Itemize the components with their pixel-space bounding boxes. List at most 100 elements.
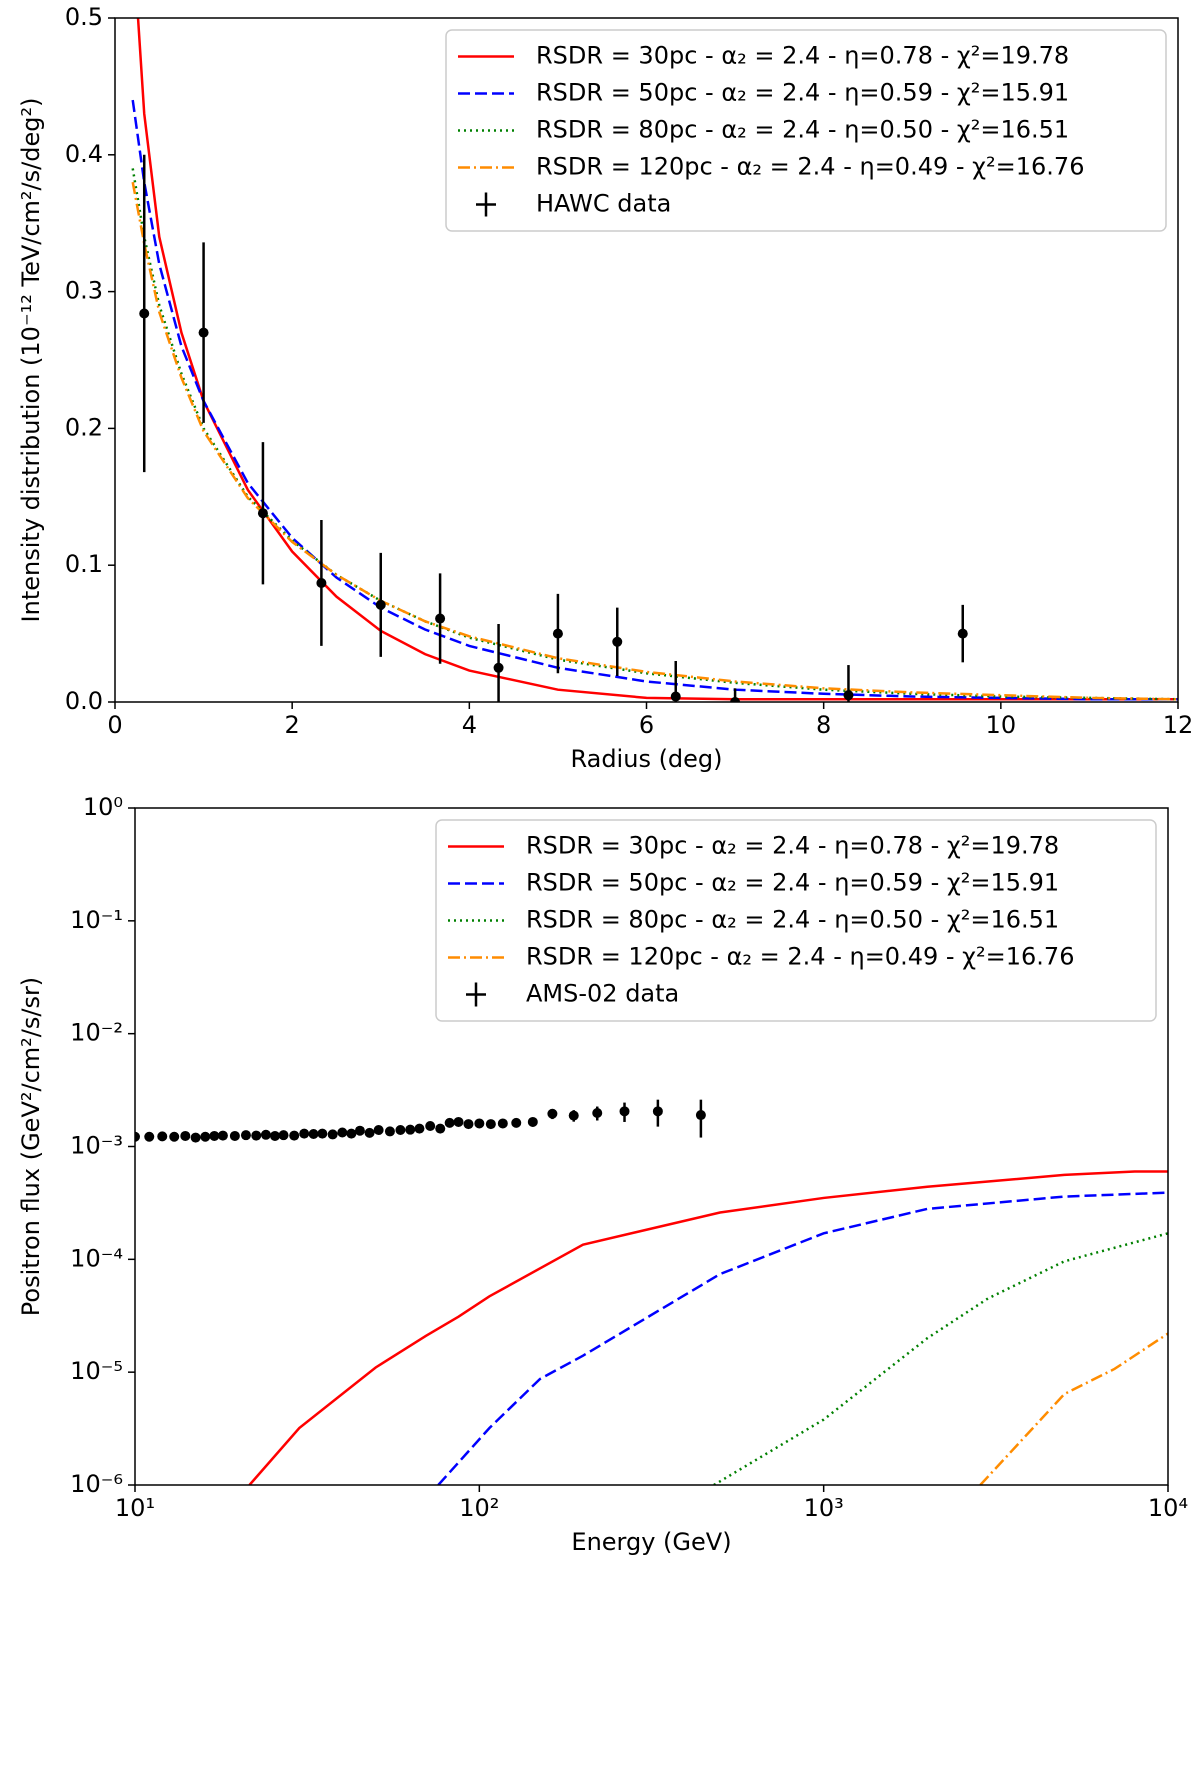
x-tick-label: 8 [816,711,831,739]
data-point [316,577,327,588]
y-tick-label: 10⁻³ [70,1132,123,1160]
data-point [463,1119,474,1130]
data-point [612,636,623,647]
y-tick-label: 10⁻⁶ [70,1470,123,1498]
data-point [730,697,741,702]
legend-label: RSDR = 80pc - α₂ = 2.4 - η=0.50 - χ²=16.… [526,906,1059,934]
data-point [375,599,386,610]
x-axis-label: Radius (deg) [570,745,722,773]
data-point [217,1130,228,1141]
y-tick-label: 10⁰ [83,793,123,821]
data-point [670,691,681,702]
data-point [619,1106,630,1117]
y-tick-label: 10⁻² [70,1019,123,1047]
legend-box [435,819,1157,1022]
y-tick-label: 0.1 [65,550,103,578]
plot-area [135,1099,1168,1485]
data-point [209,1130,220,1141]
data-point [251,1130,262,1141]
data-point [200,1131,211,1142]
data-point [364,1127,375,1138]
x-tick-label: 10⁴ [1148,1494,1188,1522]
data-point [497,1118,508,1129]
x-tick-label: 10¹ [115,1494,155,1522]
y-tick-label: 10⁻⁵ [70,1357,123,1385]
legend-box [445,29,1167,232]
x-axis-label: Energy (GeV) [571,1528,731,1556]
model-curve [437,1191,1168,1485]
model-curve [248,1170,1168,1485]
data-point [384,1126,395,1137]
data-point [435,613,446,624]
model-curve [131,99,1178,701]
x-tick-label: 10 [986,711,1017,739]
data-point [229,1130,240,1141]
data-point [354,1125,365,1136]
data-point [135,1131,140,1142]
data-point [414,1123,425,1134]
data-point [169,1131,180,1142]
data-point [453,1116,464,1127]
data-point [260,1129,271,1140]
y-tick-label: 10⁻¹ [70,906,123,934]
data-point [592,1108,603,1119]
data-point [425,1120,436,1131]
x-tick-label: 10³ [804,1494,844,1522]
data-point [190,1132,201,1143]
data-point [327,1129,338,1140]
data-point [317,1128,328,1139]
plot-area [131,18,1178,702]
y-tick-label: 0.3 [65,277,103,305]
model-curve [136,18,1178,701]
data-point [568,1110,579,1121]
y-axis-label: Positron flux (GeV²/cm²/s/sr) [17,977,45,1316]
axes-frame [134,807,1169,1486]
data-point [527,1116,538,1127]
data-point [180,1130,191,1141]
model-curve [131,168,1178,701]
data-point [346,1128,357,1139]
data-point [474,1118,485,1129]
model-curve [131,181,1178,701]
data-point [337,1127,348,1138]
legend-label: HAWC data [536,190,671,218]
data-point [157,1131,168,1142]
y-axis-label: Intensity distribution (10⁻¹² TeV/cm²/s/… [17,98,45,623]
x-tick-label: 10² [459,1494,499,1522]
legend-label: AMS-02 data [526,980,679,1008]
data-point [843,690,854,701]
data-point [299,1128,310,1139]
data-point [240,1130,251,1141]
data-point [493,662,504,673]
legend-label: RSDR = 50pc - α₂ = 2.4 - η=0.59 - χ²=15.… [526,869,1059,897]
data-point [444,1117,455,1128]
x-tick-label: 4 [462,711,477,739]
x-tick-label: 12 [1163,711,1194,739]
y-tick-label: 0.4 [65,140,103,168]
data-point [139,308,150,319]
legend-label: RSDR = 50pc - α₂ = 2.4 - η=0.59 - χ²=15.… [536,79,1069,107]
x-tick-label: 6 [639,711,654,739]
axes-frame [114,17,1179,703]
data-point [308,1129,319,1140]
data-point [511,1117,522,1128]
data-point [957,628,968,639]
data-point [485,1119,496,1130]
data-point [435,1123,446,1134]
y-tick-label: 10⁻⁴ [70,1244,123,1272]
y-tick-label: 0.2 [65,413,103,441]
data-point [395,1125,406,1136]
data-point [278,1130,289,1141]
model-curve [713,1232,1168,1485]
data-point [552,628,563,639]
data-point [198,327,209,338]
model-curve [979,1332,1168,1485]
data-point [269,1130,280,1141]
data-point [695,1110,706,1121]
legend-label: RSDR = 120pc - α₂ = 2.4 - η=0.49 - χ²=16… [526,943,1074,971]
data-point [652,1106,663,1117]
data-point [144,1131,155,1142]
x-tick-label: 0 [107,711,122,739]
y-tick-label: 0.0 [65,687,103,715]
